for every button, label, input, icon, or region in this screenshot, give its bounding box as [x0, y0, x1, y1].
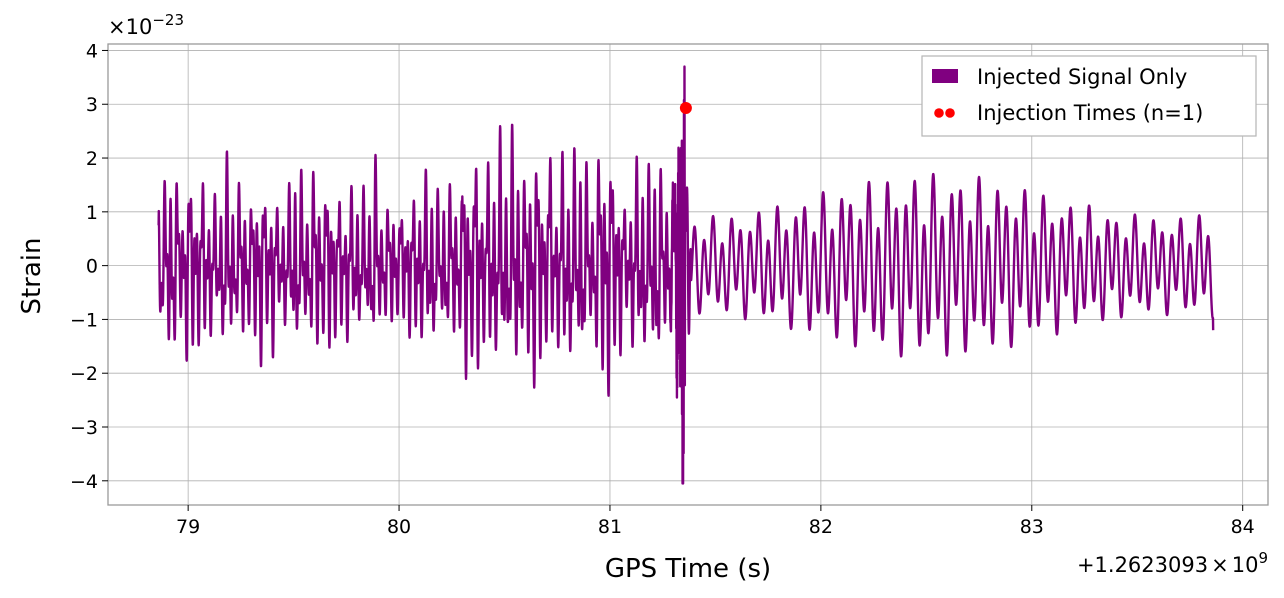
- x-axis-ticks: 79 80 81 82 83 84: [176, 505, 1255, 538]
- x-tick-label: 79: [176, 516, 200, 538]
- x-tick-label: 81: [598, 516, 622, 538]
- y-tick-label: −1: [70, 309, 98, 331]
- injection-time-marker: [679, 102, 692, 115]
- x-tick-label: 80: [387, 516, 411, 538]
- marker-layer: [679, 102, 692, 115]
- x-tick-label: 83: [1020, 516, 1044, 538]
- x-offset: +1.2623093 × 109: [1077, 549, 1268, 577]
- legend-marker-injection-b: [945, 108, 955, 118]
- y-tick-label: 2: [86, 148, 98, 170]
- x-axis-label: GPS Time (s): [605, 554, 771, 584]
- y-tick-label: −4: [70, 471, 98, 493]
- series-line-injected-signal: [157, 65, 1215, 485]
- legend-label-injection-times: Injection Times (n=1): [977, 101, 1203, 125]
- y-tick-label: 3: [86, 94, 98, 116]
- legend-swatch-injected-signal: [932, 69, 958, 83]
- legend-marker-injection-a: [934, 108, 944, 118]
- y-tick-label: 1: [86, 202, 98, 224]
- y-axis-ticks: −4 −3 −2 −1 0 1 2 3 4: [70, 40, 108, 493]
- y-tick-label: 0: [86, 256, 98, 278]
- y-axis-label: Strain: [17, 237, 47, 314]
- plot-frame: [107, 43, 1269, 506]
- y-multiplier: ×10−23: [108, 11, 184, 39]
- x-tick-label: 82: [809, 516, 833, 538]
- legend: Injected Signal Only Injection Times (n=…: [921, 55, 1257, 137]
- y-tick-label: −2: [70, 363, 98, 385]
- y-tick-label: −3: [70, 417, 98, 439]
- legend-label-injected-signal: Injected Signal Only: [977, 65, 1187, 89]
- x-tick-label: 84: [1231, 516, 1255, 538]
- series-layer: [157, 65, 1215, 485]
- legend-box: [921, 55, 1257, 137]
- y-tick-label: 4: [86, 40, 98, 62]
